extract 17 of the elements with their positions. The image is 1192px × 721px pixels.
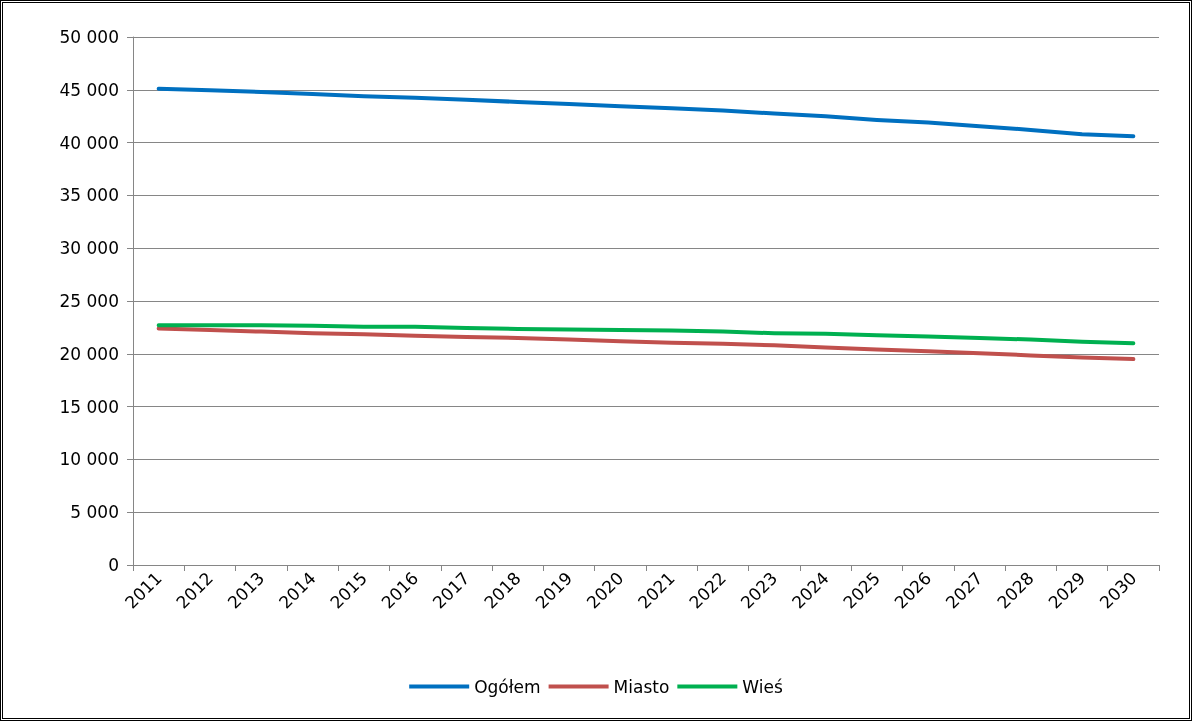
- legend-label: Miasto: [613, 676, 670, 697]
- legend-label: Ogółem: [474, 676, 541, 697]
- y-tick-label: 40 000: [59, 132, 119, 153]
- y-tick-label: 15 000: [59, 396, 119, 417]
- line-series: [156, 86, 1136, 139]
- legend-label: Wieś: [742, 676, 783, 697]
- y-tick-label: 45 000: [59, 79, 119, 100]
- line-series: [156, 323, 1136, 346]
- y-tick-label: 50 000: [59, 27, 119, 47]
- y-tick-label: 35 000: [59, 185, 119, 206]
- y-tick-label: 20 000: [59, 343, 119, 364]
- y-tick-label: 25 000: [59, 291, 119, 311]
- y-tick-label: 5 000: [70, 502, 119, 523]
- y-tick-label: 0: [108, 555, 119, 575]
- y-tick-label: 10 000: [59, 449, 119, 470]
- y-tick-label: 30 000: [59, 238, 119, 259]
- line-series: [156, 326, 1136, 362]
